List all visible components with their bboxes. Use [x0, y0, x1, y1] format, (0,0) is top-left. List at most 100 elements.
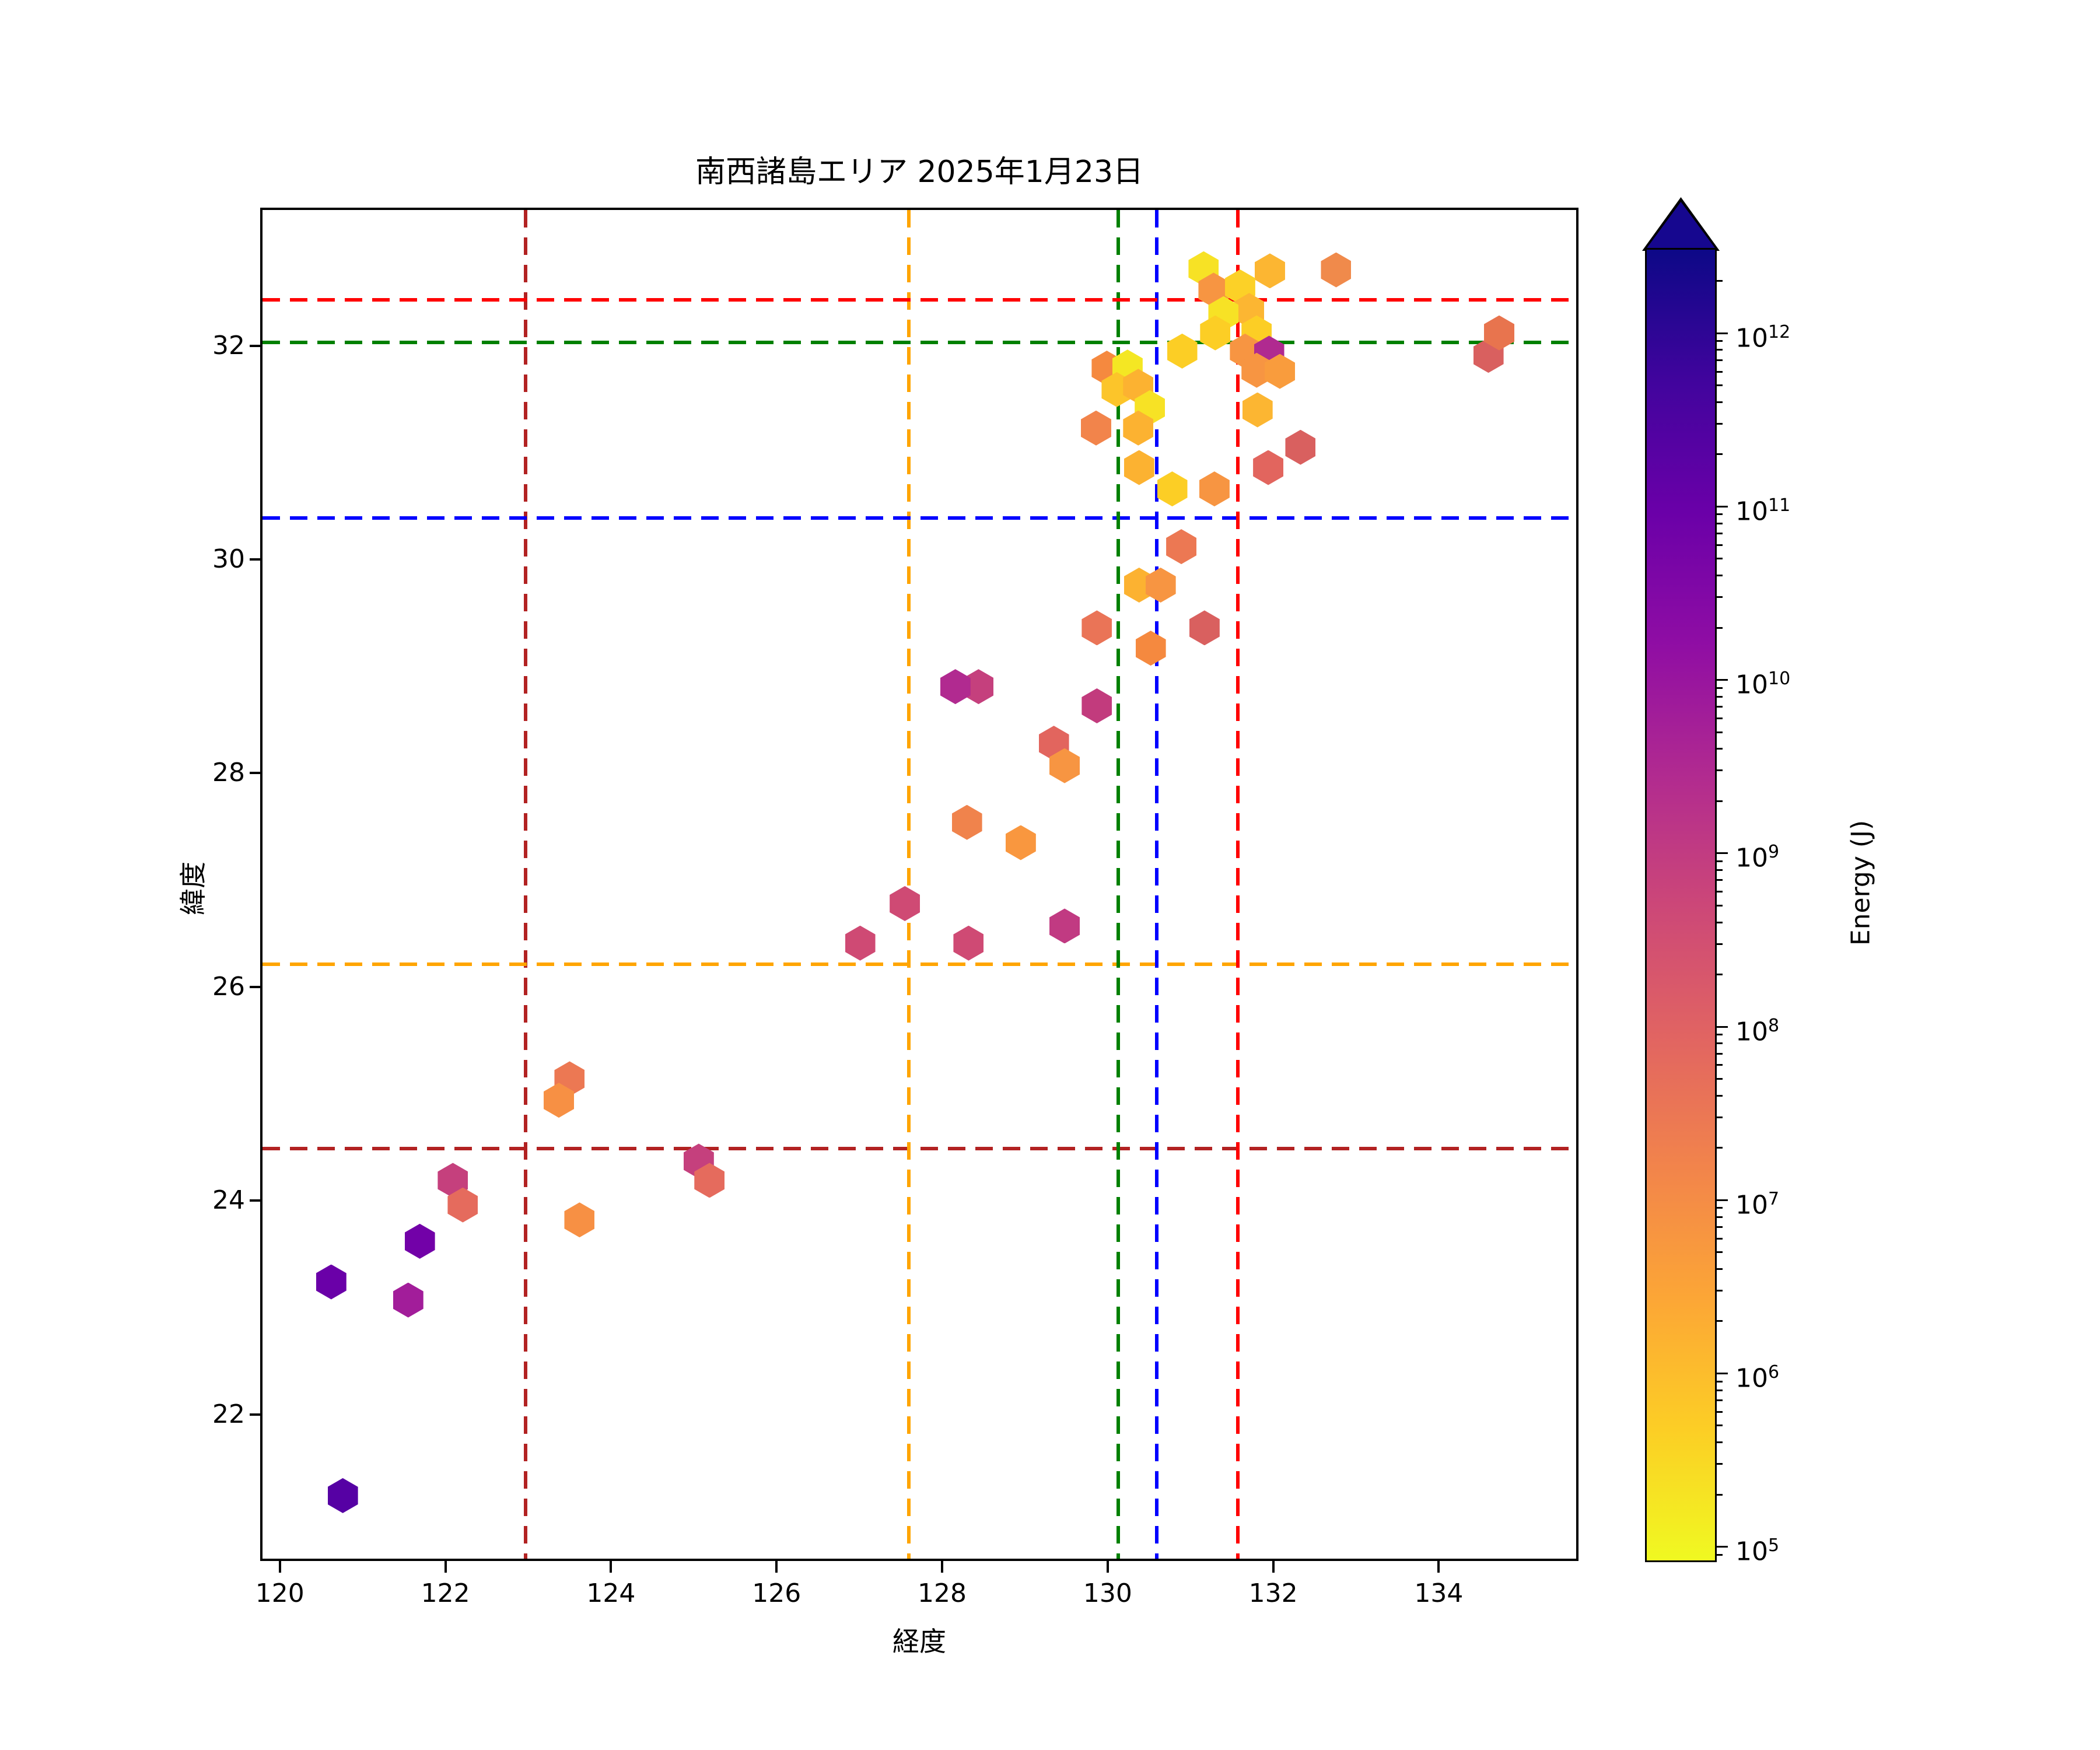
data-point-hexagon — [327, 1478, 358, 1513]
colorbar-minor-tick — [1715, 1424, 1723, 1427]
colorbar-minor-tick — [1715, 1207, 1723, 1209]
plot-area — [260, 208, 1578, 1561]
data-point-hexagon — [1253, 450, 1284, 485]
colorbar-minor-tick — [1715, 1237, 1723, 1240]
colorbar-minor-tick — [1715, 921, 1723, 923]
colorbar-minor-tick — [1715, 401, 1723, 403]
colorbar-gradient — [1645, 248, 1717, 1562]
data-point-hexagon — [447, 1187, 478, 1223]
colorbar-tick-label: 105 — [1735, 1535, 1780, 1567]
colorbar-major-tick — [1715, 505, 1728, 508]
colorbar-major-tick — [1715, 1546, 1728, 1548]
colorbar-minor-tick — [1715, 943, 1723, 945]
colorbar-minor-tick — [1715, 731, 1723, 733]
colorbar-minor-tick — [1715, 1116, 1723, 1118]
y-axis-label: 緯度 — [177, 862, 209, 915]
y-tick-label: 28 — [212, 758, 245, 788]
data-point-hexagon — [316, 1264, 346, 1300]
crosshair-horizontal-line — [262, 516, 1576, 520]
colorbar-minor-tick — [1715, 453, 1723, 456]
y-tick-label: 22 — [212, 1399, 245, 1429]
colorbar-minor-tick — [1715, 769, 1723, 772]
colorbar-minor-tick — [1715, 718, 1723, 720]
crosshair-horizontal-line — [262, 963, 1576, 967]
crosshair-vertical-line — [1154, 210, 1158, 1559]
y-tick — [250, 772, 261, 775]
crosshair-horizontal-line — [262, 298, 1576, 302]
x-tick — [941, 1561, 944, 1573]
x-tick-label: 120 — [255, 1578, 304, 1608]
colorbar-major-tick — [1715, 852, 1728, 855]
colorbar-minor-tick — [1715, 423, 1723, 425]
x-tick — [1437, 1561, 1440, 1573]
x-axis-label: 経度 — [892, 1626, 946, 1657]
crosshair-horizontal-line — [262, 341, 1576, 345]
colorbar-minor-tick — [1715, 1064, 1723, 1066]
colorbar-tick-label: 1011 — [1735, 495, 1791, 527]
x-tick — [444, 1561, 447, 1573]
colorbar-minor-tick — [1715, 1042, 1723, 1045]
colorbar-minor-tick — [1715, 860, 1723, 862]
colorbar-major-tick — [1715, 679, 1728, 681]
y-tick-label: 26 — [212, 971, 245, 1002]
x-tick — [610, 1561, 612, 1573]
colorbar-minor-tick — [1715, 1052, 1723, 1055]
x-tick — [278, 1561, 281, 1573]
colorbar-major-tick — [1715, 1372, 1728, 1374]
colorbar-tick-label: 108 — [1735, 1015, 1780, 1047]
data-point-hexagon — [1321, 252, 1352, 288]
data-point-hexagon — [393, 1282, 424, 1318]
colorbar-tick-label: 107 — [1735, 1188, 1780, 1220]
x-tick-label: 128 — [918, 1578, 967, 1608]
data-point-hexagon — [1254, 253, 1285, 289]
colorbar-minor-tick — [1715, 1251, 1723, 1254]
colorbar-minor-tick — [1715, 1493, 1723, 1496]
colorbar-minor-tick — [1715, 1463, 1723, 1465]
data-point-hexagon — [564, 1202, 595, 1238]
colorbar-minor-tick — [1715, 800, 1723, 802]
crosshair-vertical-line — [1116, 210, 1121, 1559]
x-tick-label: 134 — [1414, 1578, 1464, 1608]
data-point-hexagon — [404, 1223, 435, 1259]
colorbar-extend-triangle — [1646, 202, 1716, 250]
colorbar-minor-tick — [1715, 904, 1723, 907]
x-tick-label: 126 — [752, 1578, 802, 1608]
y-tick — [250, 558, 261, 561]
crosshair-vertical-line — [524, 210, 528, 1559]
colorbar-minor-tick — [1715, 626, 1723, 629]
colorbar-minor-tick — [1715, 558, 1723, 560]
x-tick-label: 122 — [421, 1578, 470, 1608]
x-tick-label: 132 — [1248, 1578, 1298, 1608]
colorbar-minor-tick — [1715, 748, 1723, 750]
data-point-hexagon — [1199, 471, 1230, 507]
colorbar-minor-tick — [1715, 1216, 1723, 1218]
colorbar-minor-tick — [1715, 1034, 1723, 1036]
plot-title: 南西諸島エリア 2025年1月23日 — [695, 155, 1144, 190]
colorbar-minor-tick — [1715, 1226, 1723, 1228]
crosshair-vertical-line — [1236, 210, 1240, 1559]
colorbar-minor-tick — [1715, 1389, 1723, 1391]
colorbar-minor-tick — [1715, 513, 1723, 516]
y-tick — [250, 1199, 261, 1202]
y-tick — [250, 344, 261, 347]
colorbar-major-tick — [1715, 332, 1728, 334]
colorbar-tick-label: 106 — [1735, 1362, 1780, 1394]
colorbar-minor-tick — [1715, 1380, 1723, 1382]
colorbar-minor-tick — [1715, 575, 1723, 577]
colorbar-minor-tick — [1715, 891, 1723, 893]
colorbar-minor-tick — [1715, 1078, 1723, 1080]
colorbar-minor-tick — [1715, 544, 1723, 546]
y-tick-label: 24 — [212, 1185, 245, 1216]
y-tick-label: 30 — [212, 544, 245, 575]
colorbar-minor-tick — [1715, 687, 1723, 689]
colorbar-minor-tick — [1715, 280, 1723, 282]
crosshair-vertical-line — [907, 210, 911, 1559]
colorbar-minor-tick — [1715, 1147, 1723, 1149]
colorbar-minor-tick — [1715, 359, 1723, 361]
data-point-hexagon — [1264, 354, 1295, 389]
colorbar-minor-tick — [1715, 340, 1723, 342]
colorbar-minor-tick — [1715, 695, 1723, 698]
colorbar-tick-label: 109 — [1735, 842, 1780, 873]
colorbar-minor-tick — [1715, 596, 1723, 598]
